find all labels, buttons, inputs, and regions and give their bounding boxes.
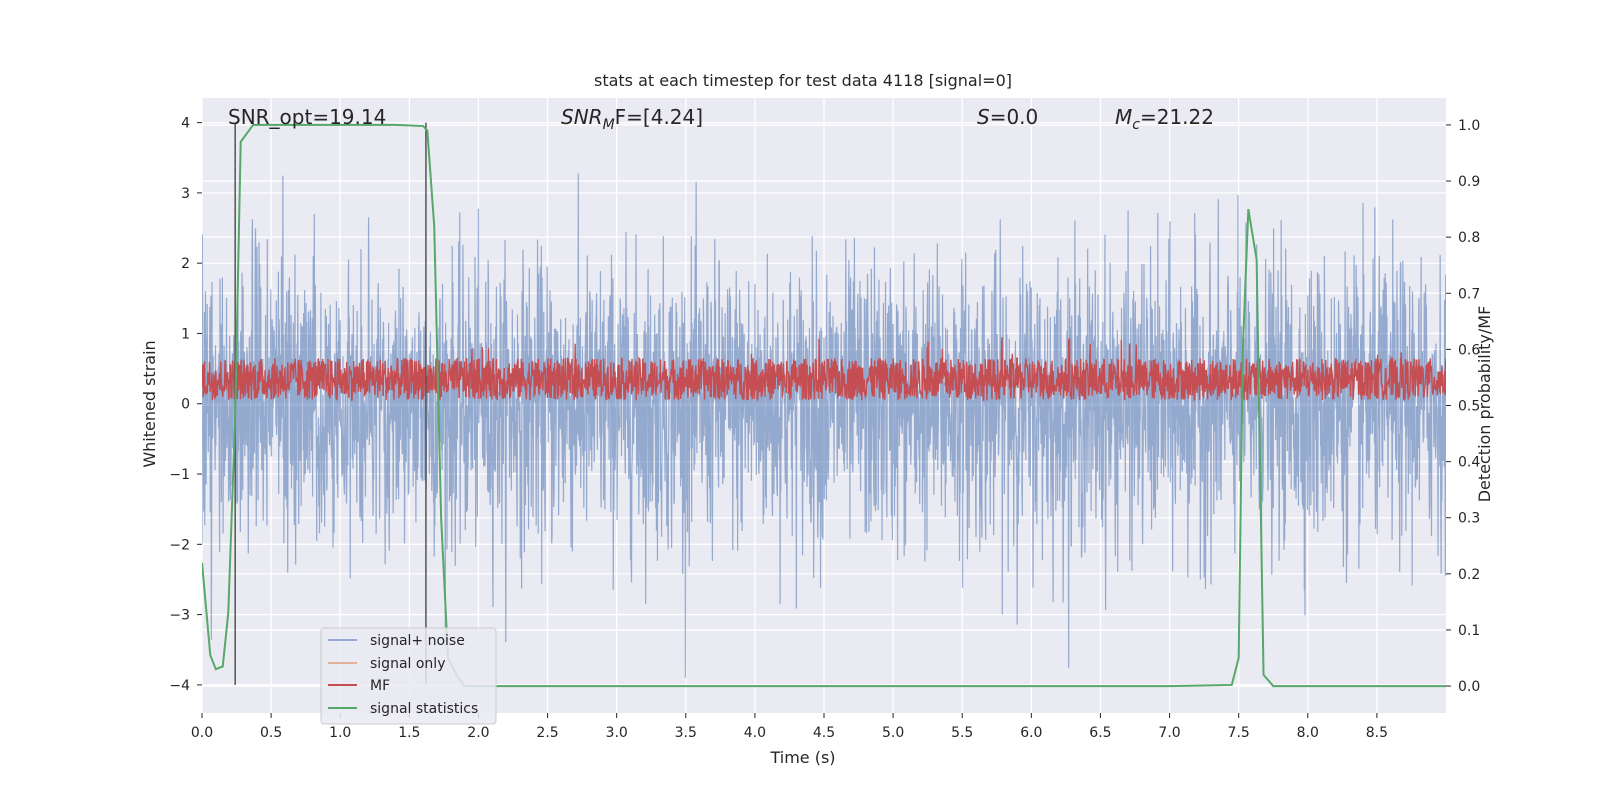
annotation-s-val: =0.0 [990,105,1039,129]
annotation-snr-mf-sub: M [603,117,615,133]
y2-axis-ticks: 1.0 0.9 0.8 0.7 0.6 0.5 0.4 0.3 0.2 0.1 0.0 [1446,118,1480,695]
annotation-mc-sub: c [1132,117,1140,133]
y2-tick-label: 0.5 [1458,399,1480,415]
x-tick-label: 8.5 [1366,725,1388,741]
y2-tick-label: 0.2 [1458,567,1480,583]
x-axis-ticks: 0.0 0.5 1.0 1.5 2.0 2.5 3.0 3.5 4.0 4.5 5.0 5.5 6.0 6… [191,713,1388,741]
legend-label-signal-noise: signal+ noise [370,633,465,649]
y2-tick-label: 0.7 [1458,286,1480,302]
x-tick-label: 7.5 [1228,725,1250,741]
y2-tick-label: 0.3 [1458,511,1480,527]
x-tick-label: 3.0 [606,725,628,741]
y-tick-label: −1 [169,467,190,483]
legend-label-signal-only: signal only [370,656,445,672]
x-tick-label: 3.5 [675,725,697,741]
x-tick-label: 8.0 [1297,725,1319,741]
x-tick-label: 0.5 [260,725,282,741]
plot-content [202,122,1446,688]
y2-tick-label: 0.0 [1458,679,1480,695]
y-axis-ticks: 4 3 2 1 0 −1 −2 −3 −4 [169,116,202,694]
annotation-snr-mf-base: SNR [561,105,603,129]
x-tick-label: 2.5 [536,725,558,741]
y2-tick-label: 1.0 [1458,118,1480,134]
y-tick-label: −3 [169,608,190,624]
legend: signal+ noise signal only MF signal stat… [320,627,497,725]
y-tick-label: 1 [181,326,190,342]
series-signal-statistics-line [202,123,1446,688]
y-tick-label: −4 [169,678,190,694]
y2-tick-label: 0.4 [1458,455,1480,471]
x-tick-label: 2.0 [467,725,489,741]
y-tick-label: 2 [181,256,190,272]
y-axis-label: Whitened strain [140,340,159,467]
x-tick-label: 1.0 [329,725,351,741]
legend-label-signal-statistics: signal statistics [370,701,478,717]
annotation-snr-mf: SNRMF=[4.24] [561,105,703,133]
x-tick-label: 4.0 [744,725,766,741]
annotation-mc-var: M [1115,105,1132,129]
legend-label-mf: MF [370,678,390,694]
annotation-mc-val: =21.22 [1140,105,1214,129]
x-axis-label: Time (s) [769,748,835,767]
series-mf-line [202,337,1446,403]
y2-tick-label: 0.6 [1458,342,1480,358]
x-tick-label: 5.0 [882,725,904,741]
x-tick-label: 4.5 [813,725,835,741]
x-tick-label: 5.5 [951,725,973,741]
annotation-snr-mf-tail: F=[4.24] [615,105,703,129]
y2-tick-label: 0.9 [1458,174,1480,190]
chart-title: stats at each timestep for test data 411… [594,71,1012,90]
annotation-mc: Mc=21.22 [1115,105,1214,133]
x-tick-label: 0.0 [191,725,213,741]
annotation-s-var: S [977,105,990,129]
annotation-snr-opt: SNR_opt=19.14 [228,105,386,129]
annotation-s: S=0.0 [977,105,1038,129]
series-signal-noise-line [202,173,1446,678]
y-tick-label: 0 [181,397,190,413]
x-tick-label: 1.5 [398,725,420,741]
y-tick-label: 4 [181,116,190,132]
y2-tick-label: 0.8 [1458,230,1480,246]
y-tick-label: 3 [181,186,190,202]
legend-frame [320,627,497,725]
y2-axis-label: Detection probability/MF [1475,306,1494,503]
y-tick-label: −2 [169,537,190,553]
y2-tick-label: 0.1 [1458,623,1480,639]
x-tick-label: 6.5 [1089,725,1111,741]
x-tick-label: 7.0 [1158,725,1180,741]
x-tick-label: 6.0 [1020,725,1042,741]
